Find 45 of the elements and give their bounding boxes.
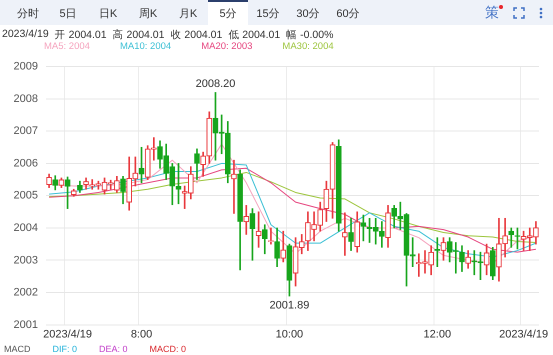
x-tick-label: 8:00 [130, 328, 152, 340]
text: 收 2004.01 [170, 28, 222, 42]
text: DEA: 0 [99, 344, 128, 354]
y-tick-label: 2006 [14, 157, 38, 170]
text: 分时 [17, 7, 39, 21]
y-tick-label: 2005 [14, 190, 38, 202]
text: 低 2004.01 [228, 28, 280, 42]
x-tick-label: 2023/4/19 [43, 328, 92, 340]
text: MA20: 2003 [201, 41, 252, 52]
y-tick-label: 2004 [14, 222, 38, 234]
text: 15分 [256, 7, 280, 21]
y-tick-label: 2009 [14, 60, 38, 73]
text: 月K [178, 7, 198, 21]
y-tick-label: 2001 [14, 318, 38, 331]
y-tick-label: 2007 [14, 125, 38, 138]
text: 2023/4/19 [2, 28, 49, 42]
annotation: 2008.20 [196, 78, 236, 90]
text: 幅 -0.00% [286, 28, 334, 42]
candlestick [514, 228, 520, 250]
text: MA5: 2004 [44, 41, 90, 52]
text: 5分 [219, 7, 237, 21]
text: 5日 [59, 7, 77, 21]
x-tick-label: 12:00 [424, 328, 452, 340]
annotation: 2001.89 [270, 300, 310, 312]
y-tick-label: 2002 [14, 286, 38, 299]
text: 策 [485, 4, 499, 22]
text: 开 2004.01 [54, 28, 107, 42]
text: MACD [4, 344, 30, 354]
x-tick-label: 2023/4/19 [499, 328, 548, 340]
text: 日K [98, 7, 118, 21]
text: DIF: 0 [52, 344, 78, 354]
x-tick-label: 10:00 [276, 328, 304, 340]
candlestick [231, 160, 237, 214]
text: 30分 [296, 7, 320, 21]
candlestick [64, 176, 70, 209]
text: 周K [138, 7, 158, 21]
text: MA10: 2004 [120, 41, 172, 52]
text: MACD: 0 [150, 344, 186, 354]
text: 高 2004.01 [112, 28, 164, 42]
y-tick-label: 2008 [14, 92, 38, 105]
text: 60分 [336, 7, 360, 21]
candlestick [176, 163, 182, 204]
y-tick-label: 2003 [14, 254, 38, 266]
candlestick [138, 146, 144, 184]
text: MA30: 2004 [282, 41, 334, 52]
